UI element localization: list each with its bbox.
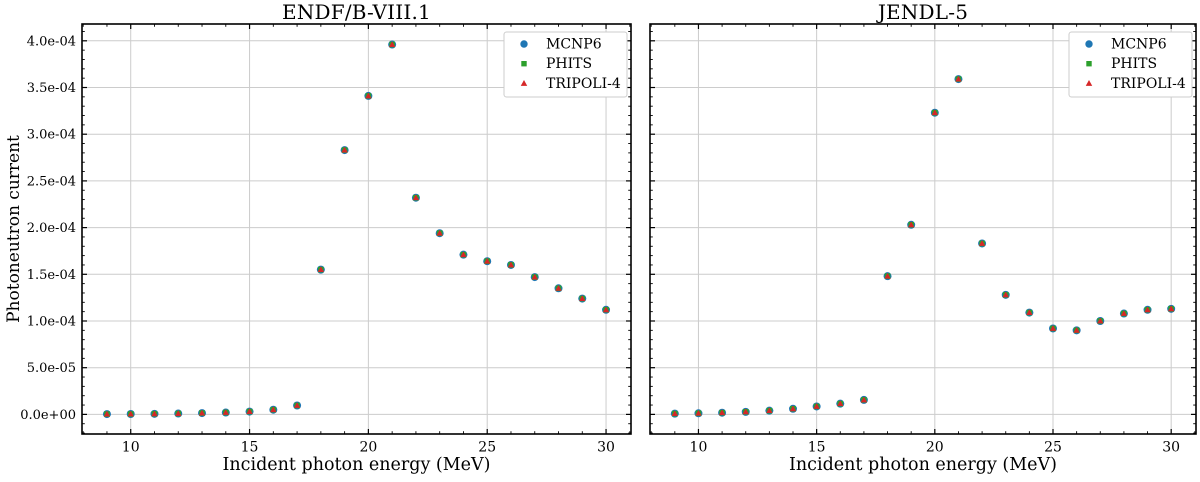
x-tick-label: 20 <box>359 440 377 456</box>
data-point-tripoli-4 <box>103 410 111 417</box>
data-point-tripoli-4 <box>908 221 915 228</box>
y-tick-label: 1.0e-04 <box>27 314 76 329</box>
data-point-tripoli-4 <box>531 273 538 280</box>
x-tick-label: 10 <box>690 440 708 456</box>
legend-label: TRIPOLI-4 <box>1111 76 1186 92</box>
x-axis-label-left: Incident photon energy (MeV) <box>222 455 491 475</box>
data-point-tripoli-4 <box>955 75 962 82</box>
x-tick-label: 20 <box>926 440 944 456</box>
data-point-tripoli-4 <box>151 410 158 417</box>
data-point-tripoli-4 <box>718 409 726 416</box>
data-point-tripoli-4 <box>270 406 277 413</box>
data-point-tripoli-4 <box>175 410 182 416</box>
data-point-tripoli-4 <box>460 251 467 258</box>
data-point-tripoli-4 <box>789 405 797 412</box>
y-tick-label: 2.0e-04 <box>27 221 76 236</box>
legend-label: MCNP6 <box>546 37 602 53</box>
y-tick-label: 3.5e-04 <box>27 81 76 96</box>
legend-marker-square-icon <box>1086 61 1092 67</box>
axes-spines <box>649 23 1197 435</box>
legend-marker-triangle-icon <box>1085 79 1093 86</box>
x-tick-label: 15 <box>808 440 826 456</box>
axes-spines <box>81 23 632 435</box>
data-point-tripoli-4 <box>389 41 396 47</box>
data-point-tripoli-4 <box>1168 305 1175 312</box>
y-tick-label: 3.0e-04 <box>27 128 76 143</box>
data-point-tripoli-4 <box>555 285 562 291</box>
data-point-tripoli-4 <box>884 272 891 279</box>
x-tick-label: 10 <box>122 440 140 456</box>
x-tick-label: 15 <box>241 440 259 456</box>
y-tick-label: 0.0e+00 <box>20 408 76 423</box>
data-point-tripoli-4 <box>436 229 443 236</box>
x-axis-label-right: Incident photon energy (MeV) <box>789 455 1057 475</box>
data-point-tripoli-4 <box>127 410 134 417</box>
data-point-tripoli-4 <box>579 295 586 301</box>
data-point-tripoli-4 <box>246 408 253 414</box>
data-point-tripoli-4 <box>317 266 324 273</box>
x-tick-label: 30 <box>1162 440 1180 456</box>
legend-marker-triangle-icon <box>520 79 528 86</box>
legend-box <box>1068 31 1193 98</box>
data-point-tripoli-4 <box>1144 306 1151 313</box>
data-point-tripoli-4 <box>484 257 491 264</box>
data-point-tripoli-4 <box>412 194 420 201</box>
data-point-tripoli-4 <box>1120 310 1128 316</box>
legend-label: MCNP6 <box>1111 37 1167 53</box>
legend-marker-circle-icon <box>520 40 528 48</box>
subplot-title-jendl: JENDL-5 <box>877 0 969 24</box>
legend-label: PHITS <box>546 56 592 72</box>
data-point-tripoli-4 <box>1073 327 1080 333</box>
data-point-tripoli-4 <box>602 306 610 313</box>
y-axis-label: Photoneutron current <box>4 135 24 323</box>
data-point-tripoli-4 <box>1097 317 1104 324</box>
y-tick-label: 5.0e-05 <box>27 361 76 376</box>
data-point-tripoli-4 <box>978 240 986 246</box>
data-point-tripoli-4 <box>671 410 678 417</box>
x-tick-label: 25 <box>1044 440 1062 456</box>
data-point-tripoli-4 <box>860 396 868 403</box>
data-point-tripoli-4 <box>813 403 820 409</box>
data-point-tripoli-4 <box>766 407 773 414</box>
y-tick-label: 1.5e-04 <box>27 268 76 283</box>
data-point-tripoli-4 <box>931 109 938 116</box>
x-tick-label: 25 <box>478 440 496 456</box>
legend-marker-circle-icon <box>1085 40 1093 48</box>
legend-label: PHITS <box>1111 56 1157 72</box>
legend-box <box>503 31 628 98</box>
data-point-tripoli-4 <box>507 261 515 268</box>
data-point-tripoli-4 <box>341 146 348 153</box>
data-point-tripoli-4 <box>837 400 844 407</box>
subplot-title-endf: ENDF/B-VIII.1 <box>282 0 431 24</box>
legend-label: TRIPOLI-4 <box>546 76 621 92</box>
data-point-tripoli-4 <box>222 409 229 415</box>
y-tick-label: 2.5e-04 <box>27 174 76 189</box>
y-tick-label: 4.0e-04 <box>27 34 76 49</box>
data-point-tripoli-4 <box>293 402 301 408</box>
data-point-tripoli-4 <box>1049 325 1057 331</box>
legend-marker-square-icon <box>521 61 527 67</box>
data-point-tripoli-4 <box>742 408 749 415</box>
data-point-tripoli-4 <box>1002 291 1009 298</box>
data-point-tripoli-4 <box>365 92 372 99</box>
data-point-tripoli-4 <box>1026 309 1033 315</box>
data-point-tripoli-4 <box>198 409 206 416</box>
data-point-tripoli-4 <box>695 409 702 416</box>
x-tick-label: 30 <box>597 440 615 456</box>
